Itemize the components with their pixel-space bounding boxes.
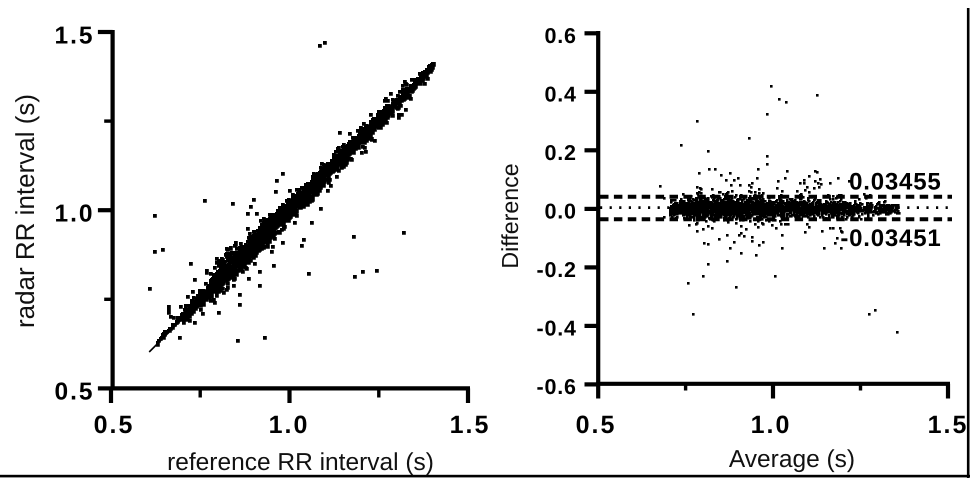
- svg-text:1.0: 1.0: [54, 201, 94, 228]
- svg-text:1.5: 1.5: [54, 22, 94, 49]
- svg-text:reference RR interval (s): reference RR interval (s): [167, 449, 434, 476]
- svg-text:0.5: 0.5: [54, 379, 94, 406]
- svg-text:0.2: 0.2: [545, 141, 577, 165]
- svg-text:1.5: 1.5: [928, 411, 969, 439]
- svg-text:0.5: 0.5: [94, 411, 135, 439]
- svg-text:0.6: 0.6: [545, 24, 577, 48]
- svg-text:0.5: 0.5: [576, 411, 617, 439]
- svg-text:0.03455: 0.03455: [849, 169, 941, 196]
- svg-text:0.4: 0.4: [545, 83, 577, 107]
- svg-text:radar RR interval (s): radar RR interval (s): [10, 94, 40, 328]
- svg-text:-0.6: -0.6: [537, 375, 577, 399]
- svg-text:0.0: 0.0: [545, 200, 577, 224]
- svg-text:1.0: 1.0: [751, 411, 792, 439]
- svg-text:Difference: Difference: [497, 163, 523, 268]
- svg-text:1.5: 1.5: [450, 411, 491, 439]
- svg-text:-0.2: -0.2: [537, 258, 577, 282]
- svg-text:-0.03451: -0.03451: [840, 225, 941, 252]
- svg-text:-0.4: -0.4: [537, 317, 577, 341]
- svg-text:1.0: 1.0: [269, 411, 310, 439]
- svg-text:Average (s): Average (s): [729, 446, 855, 473]
